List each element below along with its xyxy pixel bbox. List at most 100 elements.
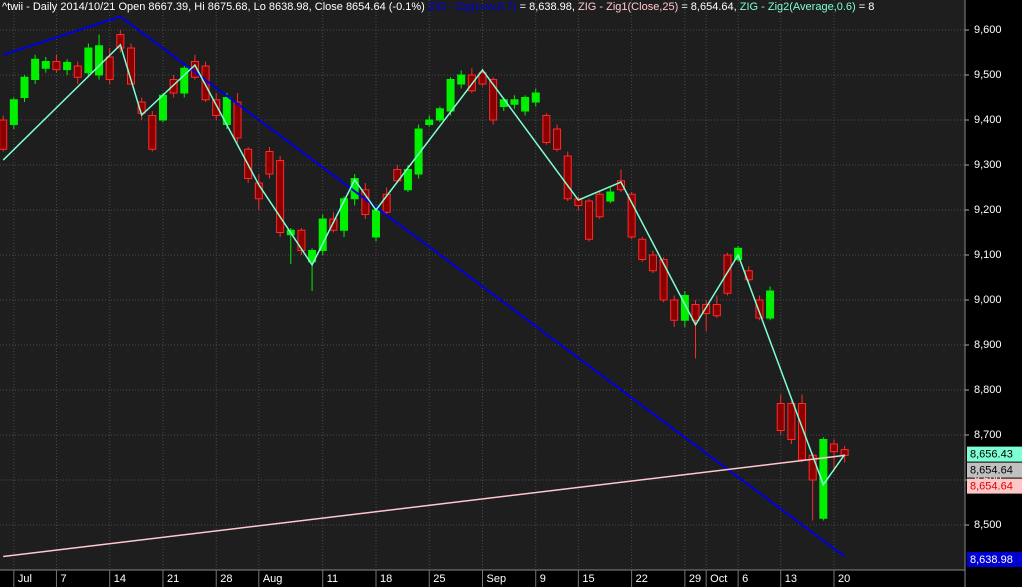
x-tick-label: 15	[582, 573, 594, 585]
candle-body	[318, 218, 327, 252]
x-tick-label: 28	[220, 573, 232, 585]
candle-body	[20, 76, 29, 99]
candle-body	[680, 295, 689, 321]
candle-body	[158, 94, 167, 121]
candle-body	[95, 45, 104, 76]
candle-body	[638, 238, 647, 261]
candle-body	[31, 58, 40, 81]
candle-body	[542, 115, 551, 144]
x-tick-label: Aug	[263, 573, 283, 585]
y-tick-label: 9,400	[974, 114, 1002, 126]
candle-body	[787, 403, 796, 441]
candle-body	[393, 169, 402, 182]
candle-body	[478, 72, 487, 85]
candle-body	[563, 155, 572, 200]
zig-line	[3, 454, 845, 558]
y-tick-label: 8,900	[974, 339, 1002, 351]
candle-body	[616, 180, 625, 191]
candle-body	[297, 229, 306, 252]
price-tag	[967, 552, 1022, 567]
price-tag-label: 8,654.64	[970, 481, 1013, 493]
candle-body	[329, 218, 338, 231]
price-tag-label: 8,656.43	[970, 449, 1013, 461]
candle-body	[670, 299, 679, 321]
candle-body	[755, 299, 764, 319]
candle-body	[414, 128, 423, 175]
zig-line	[2, 15, 846, 558]
candle-body	[446, 79, 455, 112]
x-tick-label: 22	[636, 573, 648, 585]
x-tick-label: 14	[114, 573, 126, 585]
candle-body	[574, 198, 583, 207]
candle-body	[371, 209, 381, 238]
x-tick-label: 6	[742, 573, 748, 585]
candle-body	[212, 99, 221, 117]
candle-body	[723, 254, 732, 294]
candle-body	[9, 99, 18, 126]
candle-body	[340, 198, 349, 231]
candle-body	[702, 304, 711, 315]
x-tick-label: 20	[838, 573, 850, 585]
candle-body	[648, 254, 657, 272]
x-tick-label: 13	[785, 573, 797, 585]
x-tick-label: 7	[60, 573, 66, 585]
x-tick-label: Jul	[18, 573, 32, 585]
candle-body	[627, 193, 636, 238]
candle-body	[691, 304, 700, 321]
chart-title: ^twii - Daily 2014/10/21 Open 8667.39, H…	[2, 1, 425, 13]
price-tag	[967, 462, 1022, 478]
y-tick-label: 8,700	[974, 429, 1002, 441]
chart-header: ^twii - Daily 2014/10/21 Open 8667.39, H…	[2, 1, 960, 13]
y-tick-label: 8,800	[974, 384, 1002, 396]
candle-body	[776, 403, 785, 432]
legend-readout: = 8	[858, 1, 875, 13]
candle-body	[180, 67, 189, 94]
candle-body	[766, 290, 775, 319]
candle-body	[659, 259, 668, 301]
candle-body	[382, 193, 391, 213]
candle-body	[584, 200, 594, 240]
legend-name: ZIG - Zig2(Average,0.6)	[739, 1, 856, 13]
candle-body	[116, 34, 125, 49]
candle-body	[105, 56, 114, 81]
y-tick-label: 9,600	[974, 24, 1002, 36]
x-tick-label: 21	[167, 573, 179, 585]
y-tick-label: 8,500	[974, 519, 1002, 531]
legend-readout: = 8,654.64,	[681, 1, 737, 13]
candle-body	[435, 108, 444, 121]
x-tick-label: Oct	[710, 573, 727, 585]
price-tag	[967, 446, 1022, 462]
x-tick-label: 11	[327, 573, 338, 585]
y-tick-label: 9,200	[974, 204, 1002, 216]
x-tick-label: 29	[689, 573, 701, 585]
candle-body	[84, 47, 93, 74]
candle-body	[510, 99, 519, 105]
x-tick-label: 9	[540, 573, 546, 585]
x-tick-label: Sep	[487, 573, 507, 585]
y-tick-label: 9,100	[974, 249, 1002, 261]
candle-body	[425, 119, 434, 126]
candle-body	[169, 79, 178, 94]
candle-body	[606, 191, 615, 202]
y-tick-label: 9,500	[974, 69, 1002, 81]
candle-body	[276, 160, 285, 234]
candle-body	[73, 65, 82, 78]
legend-readout: = 8,638.98,	[519, 1, 575, 13]
candle-body	[457, 74, 466, 85]
candle-body	[553, 128, 562, 150]
candle-body	[233, 101, 242, 139]
candle-body	[41, 61, 50, 69]
candle-body	[148, 115, 157, 150]
candle-body	[63, 61, 72, 71]
price-tag-label: 8,638.98	[970, 554, 1013, 566]
x-tick-label: 25	[433, 573, 445, 585]
candle-body	[595, 193, 604, 218]
candle-body	[798, 403, 807, 461]
candle-body	[840, 449, 849, 456]
zig-line	[2, 43, 846, 487]
candle-body	[829, 443, 839, 453]
y-tick-label: 9,300	[974, 159, 1002, 171]
candle-body	[712, 304, 721, 317]
